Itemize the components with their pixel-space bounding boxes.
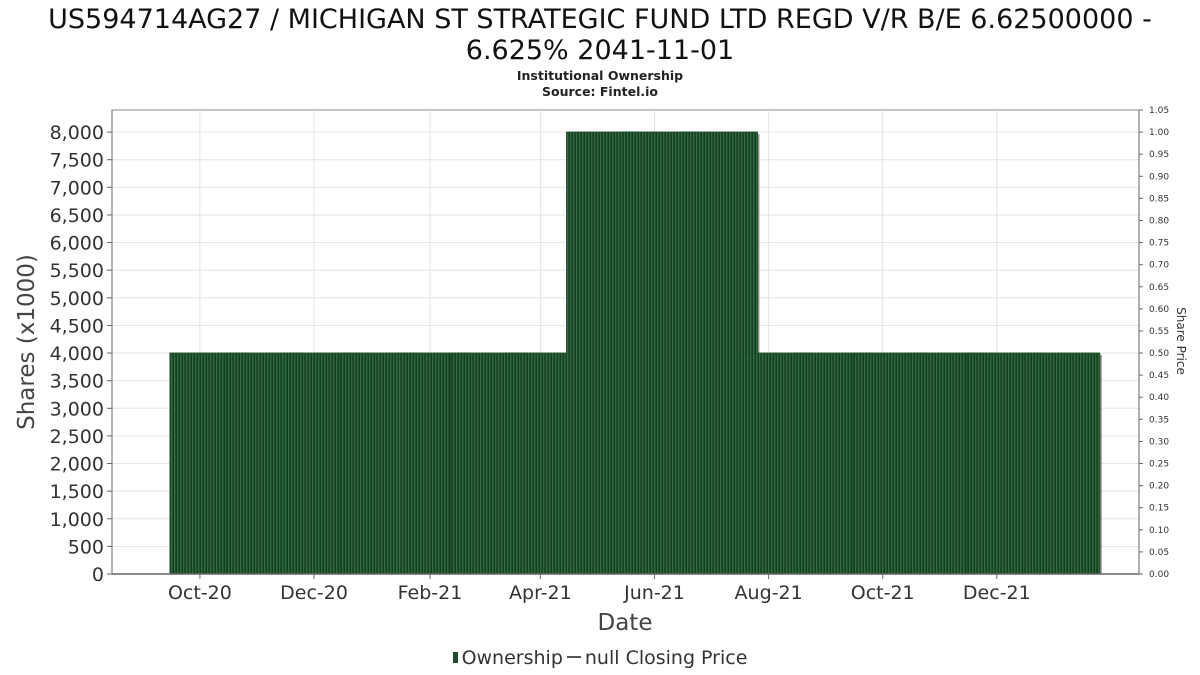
legend-price-label: null Closing Price [584,647,748,669]
x-tick-label: Feb-21 [398,582,463,604]
bar-shadow [1098,355,1102,574]
right-tick-label: 0.90 [1149,172,1169,182]
right-tick-label: 1.05 [1149,106,1169,116]
x-tick-label: Apr-21 [509,582,572,604]
right-tick-label: 1.00 [1149,128,1169,138]
subtitle-line-2: Source: Fintel.io [542,84,658,99]
legend: Ownership null Closing Price [0,647,1200,669]
subtitle-line-1: Institutional Ownership [516,68,684,83]
right-tick-label: 0.30 [1149,437,1169,447]
right-tick-label: 0.70 [1149,261,1169,271]
left-tick-label: 3,000 [50,398,104,420]
x-axis-ticks: Oct-20 Dec-20 Feb-21 Apr-21 Jun-21 Aug-21 Oct-… [168,574,1031,604]
right-tick-label: 0.50 [1149,349,1169,359]
y-axis-label: Shares (x1000) [14,254,40,430]
right-tick-label: 0.85 [1149,194,1169,204]
x-tick-label: Oct-20 [168,582,232,604]
x-axis-label: Date [598,610,653,636]
left-tick-label: 0 [92,564,104,586]
left-tick-label: 4,500 [50,315,104,337]
ownership-bars [169,131,1102,575]
y-axis-right-label: Share Price [1174,307,1188,375]
x-tick-label: Aug-21 [735,582,803,604]
chart-title: US594714AG27 / MICHIGAN ST STRATEGIC FUN… [48,4,1152,66]
left-tick-label: 5,000 [50,288,104,310]
left-tick-label: 3,500 [50,371,104,393]
left-tick-label: 5,500 [50,260,104,282]
right-tick-label: 0.15 [1149,504,1169,514]
right-axis-ticks: 0.00 0.05 0.10 0.15 0.20 0.25 0.30 0.35 0.40 0.45… [1139,106,1169,580]
right-tick-label: 0.55 [1149,327,1169,337]
left-tick-label: 4,000 [50,343,104,365]
right-tick-label: 0.40 [1149,393,1169,403]
left-tick-label: 8,000 [50,122,104,144]
left-tick-label: 6,000 [50,233,104,255]
left-tick-label: 7,500 [50,150,104,172]
left-tick-label: 2,500 [50,426,104,448]
left-tick-label: 500 [68,536,104,558]
right-tick-label: 0.75 [1149,239,1169,249]
left-tick-label: 1,500 [50,481,104,503]
left-tick-label: 7,000 [50,177,104,199]
right-tick-label: 0.35 [1149,415,1169,425]
legend-price-swatch [566,656,581,658]
right-tick-label: 0.05 [1149,548,1169,558]
right-tick-label: 0.65 [1149,283,1169,293]
x-tick-label: Oct-21 [851,582,915,604]
ownership-bar [1022,352,1101,575]
right-tick-label: 0.60 [1149,305,1169,315]
right-tick-label: 0.45 [1149,371,1169,381]
left-axis-ticks: 0 500 1,000 1,500 2,000 2,500 3,000 3,500 4,000 4… [50,122,112,586]
right-tick-label: 0.25 [1149,460,1169,470]
chart-subtitle: Institutional Ownership Source: Fintel.i… [0,68,1200,100]
right-tick-label: 0.95 [1149,150,1169,160]
x-tick-label: Jun-21 [623,582,685,604]
legend-ownership-label: Ownership [461,647,563,669]
right-tick-label: 0.20 [1149,482,1169,492]
right-tick-label: 0.80 [1149,216,1169,226]
x-tick-label: Dec-20 [280,582,348,604]
left-tick-label: 6,500 [50,205,104,227]
legend-ownership-swatch [452,652,458,663]
left-tick-label: 1,000 [50,509,104,531]
right-tick-label: 0.00 [1149,570,1169,580]
right-tick-label: 0.10 [1149,526,1169,536]
left-tick-label: 2,000 [50,454,104,476]
x-tick-label: Dec-21 [963,582,1031,604]
